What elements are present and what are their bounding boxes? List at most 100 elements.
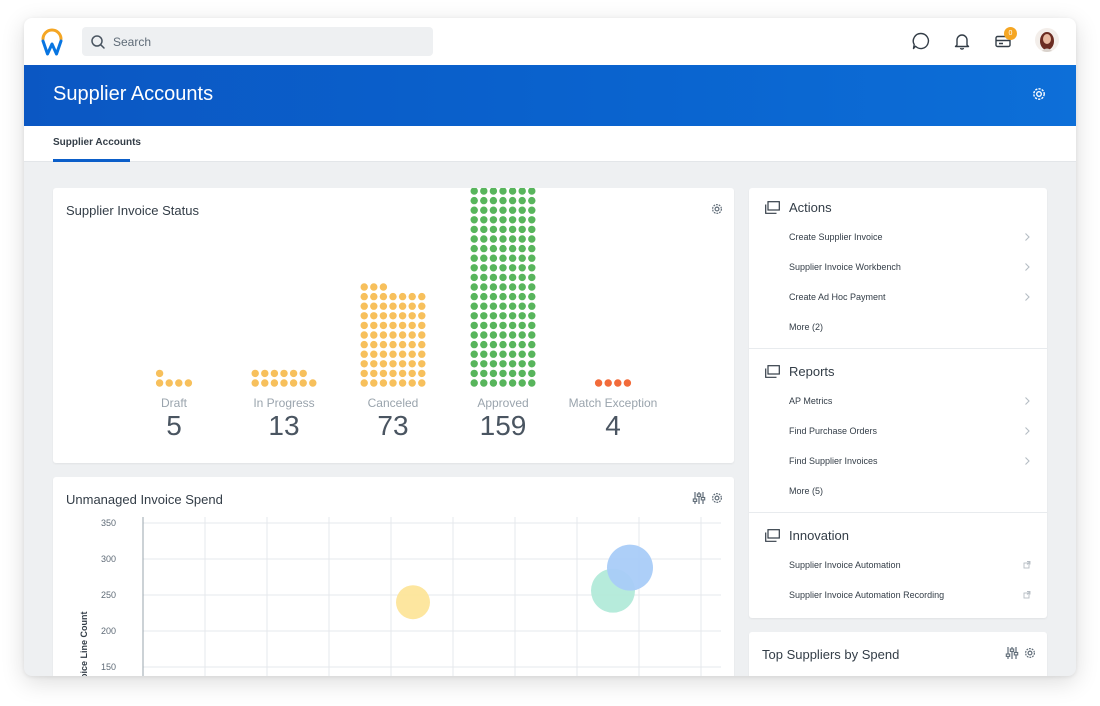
status-dot-group[interactable] <box>251 369 317 387</box>
section-innovation: Innovation Supplier Invoice Automation Sup… <box>749 516 1047 618</box>
y-tick-label: 350 <box>101 518 116 528</box>
status-dot <box>370 360 378 368</box>
filter-icon[interactable] <box>1005 646 1019 660</box>
status-dot <box>398 369 407 378</box>
status-dot <box>370 350 378 358</box>
status-dot <box>418 302 426 310</box>
status-dot <box>408 321 416 330</box>
gear-icon[interactable] <box>1023 646 1037 660</box>
action-link[interactable]: Supplier Invoice Workbench <box>789 262 1031 282</box>
status-dot-group[interactable] <box>470 188 536 387</box>
status-dot <box>470 369 478 378</box>
status-dot <box>480 264 488 272</box>
avatar[interactable] <box>1035 28 1059 52</box>
gear-icon[interactable] <box>1030 85 1048 103</box>
action-link-label: Supplier Invoice Automation <box>789 560 901 570</box>
status-dot <box>418 292 426 301</box>
status-dot <box>379 369 388 378</box>
search-bar[interactable] <box>82 27 433 56</box>
action-link[interactable]: Supplier Invoice Automation <box>789 560 1031 580</box>
status-count[interactable]: 159 <box>479 410 527 441</box>
status-dot <box>408 302 416 310</box>
status-dot <box>480 273 488 282</box>
status-dot-group[interactable] <box>155 369 193 387</box>
status-count[interactable]: 4 <box>605 410 621 441</box>
supplier-invoice-status-card: Supplier Invoice Status Draft 5 In Progres… <box>53 188 734 463</box>
status-dot <box>470 350 478 358</box>
status-dot <box>470 188 478 195</box>
status-dot <box>499 254 507 262</box>
y-tick-label: 250 <box>101 590 116 600</box>
bubble[interactable] <box>607 544 653 591</box>
status-dot <box>528 254 536 262</box>
chat-icon[interactable] <box>911 31 931 51</box>
status-dot <box>289 369 298 378</box>
status-dot <box>508 283 517 291</box>
status-label: In Progress <box>253 396 315 410</box>
status-dot <box>370 340 378 349</box>
status-dot <box>518 273 526 282</box>
status-dot <box>470 206 478 214</box>
status-dot-chart <box>155 188 632 387</box>
gear-icon[interactable] <box>710 202 724 216</box>
gear-icon[interactable] <box>710 491 724 505</box>
status-dot <box>175 379 183 387</box>
status-dot-group[interactable] <box>594 379 632 387</box>
action-link[interactable]: Find Supplier Invoices <box>789 456 1031 476</box>
status-dot-group[interactable] <box>360 283 426 387</box>
status-count[interactable]: 13 <box>268 410 300 441</box>
page-header: Supplier Accounts <box>24 65 1076 126</box>
more-link[interactable]: More (2) <box>789 322 824 332</box>
action-link[interactable]: Supplier Invoice Automation Recording <box>789 590 1031 610</box>
bubble[interactable] <box>396 585 430 620</box>
status-count[interactable]: 5 <box>166 410 182 441</box>
status-dot <box>379 350 388 358</box>
status-dot <box>408 292 416 301</box>
inbox-icon[interactable] <box>993 31 1013 51</box>
external-link-icon <box>1023 591 1031 599</box>
status-dot <box>508 302 517 310</box>
action-link-label: Supplier Invoice Workbench <box>789 262 901 272</box>
search-input[interactable] <box>113 34 413 49</box>
status-dot <box>499 350 507 358</box>
status-dot <box>379 321 388 330</box>
status-dot <box>480 321 488 330</box>
status-dot <box>155 369 164 378</box>
status-dot <box>360 312 368 320</box>
status-dot <box>389 331 397 339</box>
status-dot <box>518 264 526 272</box>
status-dot <box>165 379 173 387</box>
tab-supplier-accounts[interactable]: Supplier Accounts <box>53 137 141 148</box>
status-dot <box>360 331 368 339</box>
status-dot <box>508 379 517 387</box>
filter-icon[interactable] <box>692 491 706 505</box>
section-title: Actions <box>789 200 832 215</box>
workday-logo-icon[interactable] <box>40 28 64 56</box>
panel-icon <box>765 365 780 378</box>
chevron-right-icon <box>1025 293 1030 301</box>
status-dot <box>528 235 536 243</box>
status-dot <box>489 350 498 358</box>
bell-icon[interactable] <box>952 31 972 51</box>
status-dot <box>389 369 397 378</box>
divider <box>749 348 1047 349</box>
card-title: Supplier Invoice Status <box>66 203 199 218</box>
status-dot <box>508 264 517 272</box>
status-dot <box>470 379 478 387</box>
status-dot <box>518 206 526 214</box>
action-link[interactable]: AP Metrics <box>789 396 1031 416</box>
more-link[interactable]: More (5) <box>789 486 824 496</box>
status-dot <box>528 244 536 253</box>
action-link[interactable]: Find Purchase Orders <box>789 426 1031 446</box>
y-tick-label: 200 <box>101 626 116 636</box>
action-link[interactable]: Create Supplier Invoice <box>789 232 1031 252</box>
status-count[interactable]: 73 <box>377 410 409 441</box>
status-dot <box>389 292 397 301</box>
inbox-badge: 0 <box>1004 27 1017 40</box>
status-dot <box>528 188 536 195</box>
status-dot <box>518 302 526 310</box>
status-dot <box>528 360 536 368</box>
status-dot <box>489 244 498 253</box>
status-dot <box>518 369 526 378</box>
action-link[interactable]: Create Ad Hoc Payment <box>789 292 1031 312</box>
